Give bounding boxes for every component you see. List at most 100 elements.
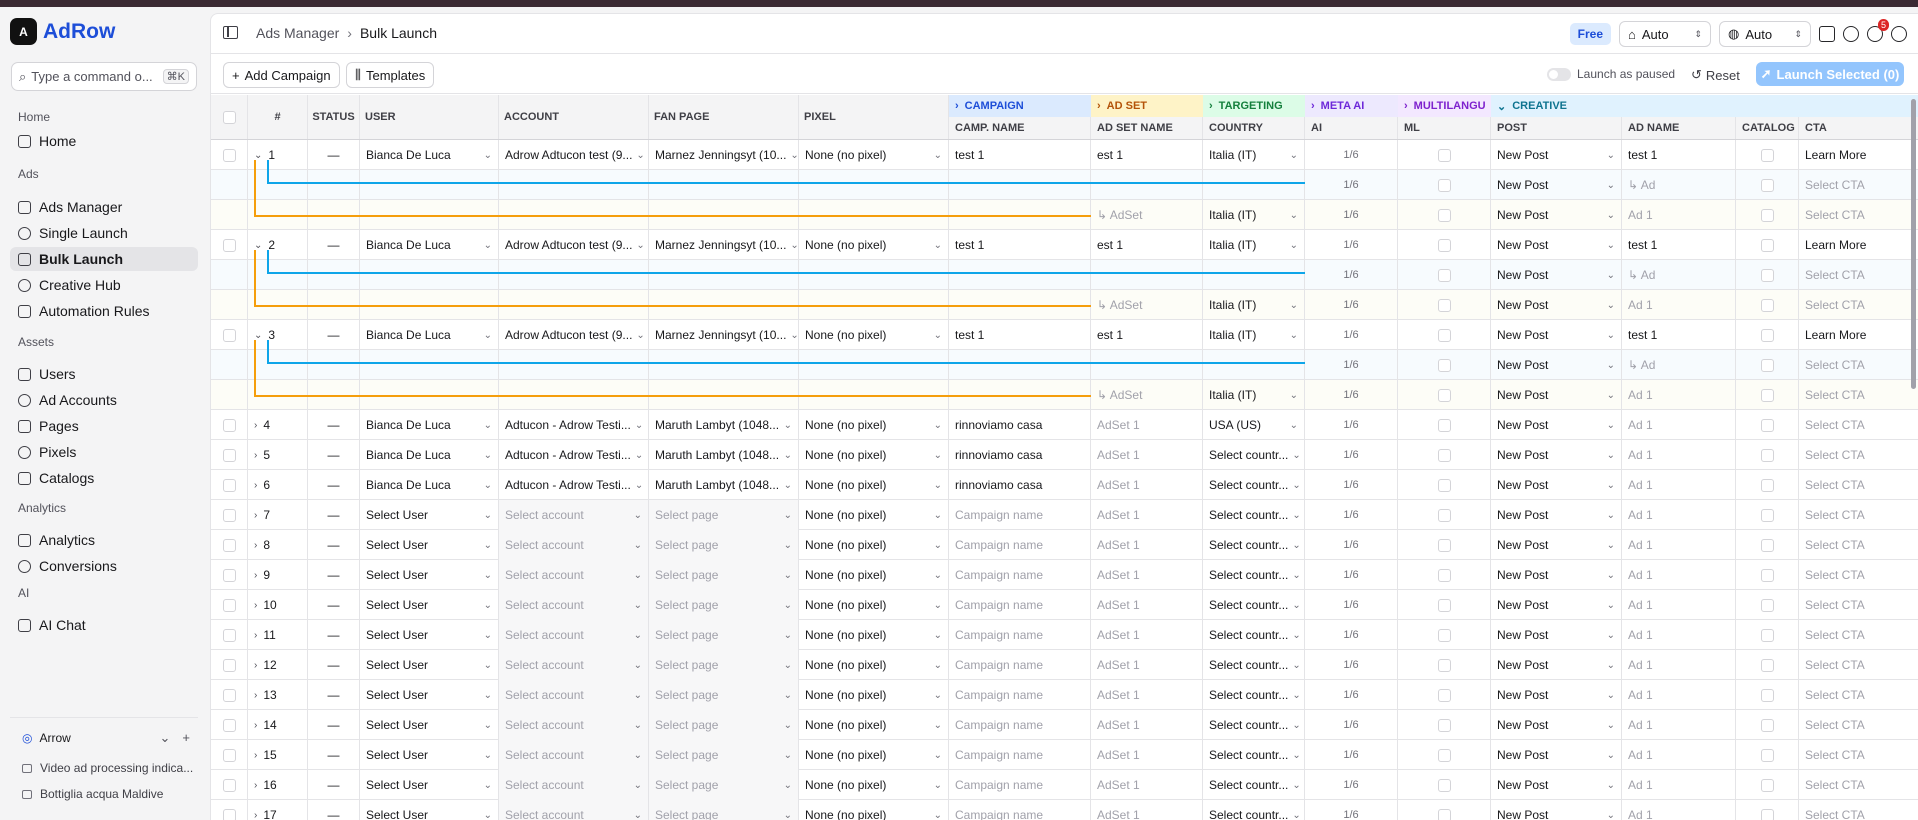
meta-ai-cell[interactable]: 1/6 [1305,470,1398,500]
cta-select[interactable]: Select CTA [1799,260,1918,290]
row-select[interactable] [211,740,248,770]
row-checkbox[interactable] [222,688,236,702]
expand-chevron-icon[interactable]: › [254,629,258,641]
row-select[interactable] [211,440,248,470]
row-checkbox[interactable] [222,538,236,552]
row-checkbox[interactable] [222,418,236,432]
page-select[interactable]: Select page ⌄ [649,770,799,800]
cta-select[interactable]: Select CTA [1799,470,1918,500]
campaign-name-input[interactable]: Campaign name [949,740,1091,770]
row-number[interactable]: ⌄ 2 [248,230,308,260]
megaphone-icon[interactable] [1819,26,1835,42]
ml-checkbox[interactable] [1437,178,1451,192]
cta-select[interactable]: Select CTA [1799,290,1918,320]
page-select[interactable]: Select page ⌄ [649,530,799,560]
meta-ai-cell[interactable]: 1/6 [1305,410,1398,440]
page-select[interactable]: Select page ⌄ [649,560,799,590]
user-select[interactable]: Select User ⌄ [360,560,499,590]
page-select[interactable]: Maruth Lambyt (1048... ⌄ [649,440,799,470]
account-select[interactable]: Select account ⌄ [499,650,649,680]
column-header-status[interactable]: STATUS [308,95,360,139]
toggle-switch[interactable] [1547,67,1571,81]
plus-icon[interactable]: + [182,730,190,745]
support-icon[interactable] [1843,26,1859,42]
column-header-camp[interactable]: CAMP. NAME [949,117,1091,139]
sidebar-item-bulk-launch[interactable]: Bulk Launch [10,247,198,271]
cta-select[interactable]: Select CTA [1799,170,1918,200]
row-checkbox[interactable] [222,448,236,462]
column-header-post[interactable]: POST [1491,117,1622,139]
campaign-name-input[interactable]: Campaign name [949,710,1091,740]
row-number[interactable]: › 16 [248,770,308,800]
page-select[interactable]: Select page ⌄ [649,590,799,620]
account-select[interactable]: Select account ⌄ [499,590,649,620]
row-select[interactable] [211,470,248,500]
ml-checkbox[interactable] [1437,238,1451,252]
row-number[interactable]: › 6 [248,470,308,500]
catalog-checkbox[interactable] [1760,268,1774,282]
country-select[interactable]: Italia (IT) ⌄ [1203,140,1305,170]
page-select[interactable]: Select page ⌄ [649,620,799,650]
expand-chevron-icon[interactable]: › [254,539,258,551]
expand-chevron-icon[interactable]: › [254,749,258,761]
row-number[interactable]: › 5 [248,440,308,470]
ad-name-input[interactable]: Ad 1 [1622,500,1736,530]
account-select[interactable]: Select account ⌄ [499,530,649,560]
page-select[interactable]: Select page ⌄ [649,680,799,710]
catalog-checkbox[interactable] [1760,478,1774,492]
row-select[interactable] [211,770,248,800]
pixel-select[interactable]: None (no pixel) ⌄ [799,740,949,770]
adset-name-input[interactable]: est 1 [1091,320,1203,350]
ml-checkbox[interactable] [1437,268,1451,282]
country-select[interactable]: Select countr... ⌄ [1203,800,1305,820]
mode-select[interactable]: ⌂ Auto ⇕ [1619,21,1711,47]
meta-ai-cell[interactable]: 1/6 [1305,590,1398,620]
account-select[interactable]: Select account ⌄ [499,710,649,740]
adset-name-input[interactable]: AdSet 1 [1091,590,1203,620]
expand-chevron-icon[interactable]: ⌄ [254,329,263,341]
catalog-checkbox[interactable] [1760,688,1774,702]
column-header-account[interactable]: ACCOUNT [499,95,649,139]
cta-select[interactable]: Select CTA [1799,770,1918,800]
adset-name-input[interactable]: AdSet 1 [1091,410,1203,440]
ml-checkbox[interactable] [1437,328,1451,342]
catalog-checkbox[interactable] [1760,238,1774,252]
page-select[interactable]: Select page ⌄ [649,500,799,530]
account-select[interactable]: Select account ⌄ [499,620,649,650]
row-number[interactable]: › 7 [248,500,308,530]
sidebar-item-users[interactable]: Users [10,362,198,386]
user-select[interactable]: Bianca De Luca ⌄ [360,320,499,350]
pixel-select[interactable]: None (no pixel) ⌄ [799,500,949,530]
meta-ai-cell[interactable]: 1/6 [1305,140,1398,170]
meta-ai-cell[interactable]: 1/6 [1305,230,1398,260]
column-header-adset[interactable]: AD SET NAME [1091,117,1203,139]
ml-checkbox[interactable] [1437,658,1451,672]
cta-select[interactable]: Select CTA [1799,560,1918,590]
sidebar-item-creative-hub[interactable]: Creative Hub [10,273,198,297]
pixel-select[interactable]: None (no pixel) ⌄ [799,800,949,820]
vertical-scrollbar[interactable] [1911,99,1916,389]
expand-chevron-icon[interactable]: › [254,599,258,611]
pixel-select[interactable]: None (no pixel) ⌄ [799,620,949,650]
account-select[interactable]: Adtucon - Adrow Testi... ⌄ [499,470,649,500]
column-header-country[interactable]: COUNTRY [1203,117,1305,139]
post-select[interactable]: New Post ⌄ [1491,170,1622,200]
expand-chevron-icon[interactable]: › [254,569,258,581]
row-select[interactable] [211,650,248,680]
ml-checkbox[interactable] [1437,778,1451,792]
row-select[interactable] [211,410,248,440]
sidebar-item-home[interactable]: Home [10,129,198,153]
row-select[interactable] [211,320,248,350]
adset-name-input[interactable]: AdSet 1 [1091,440,1203,470]
campaign-name-input[interactable]: rinnoviamo casa [949,470,1091,500]
post-select[interactable]: New Post ⌄ [1491,320,1622,350]
account-select[interactable]: Adrow Adtucon test (9... ⌄ [499,140,649,170]
pixel-select[interactable]: None (no pixel) ⌄ [799,470,949,500]
row-number[interactable]: ⌄ 1 [248,140,308,170]
app-logo[interactable]: A AdRow [10,18,115,45]
pixel-select[interactable]: None (no pixel) ⌄ [799,650,949,680]
meta-ai-cell[interactable]: 1/6 [1305,290,1398,320]
ad-name-input[interactable]: Ad 1 [1622,290,1736,320]
post-select[interactable]: New Post ⌄ [1491,500,1622,530]
meta-ai-cell[interactable]: 1/6 [1305,500,1398,530]
